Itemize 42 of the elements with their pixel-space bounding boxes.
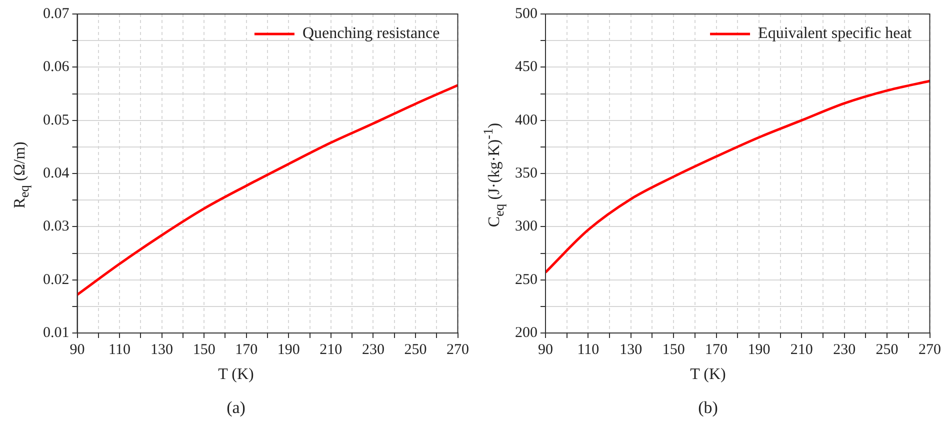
- text: (b): [697, 398, 719, 418]
- y-tick-label: 0.07: [43, 6, 70, 22]
- x-tick-label: 270: [446, 342, 469, 358]
- y-tick-label: 0.06: [43, 59, 70, 76]
- x-tick-label: 210: [790, 342, 813, 358]
- x-tick-label: 90: [538, 342, 553, 358]
- x-tick-label: 250: [404, 342, 427, 358]
- x-tick-label: 90: [70, 342, 85, 358]
- x-axis-title: T (K): [217, 366, 255, 384]
- legend-label: Equivalent specific heat: [758, 25, 912, 42]
- y-tick-label: 500: [515, 6, 538, 22]
- text: (a): [226, 398, 246, 418]
- legend-label: Quenching resistance: [302, 25, 440, 42]
- y-tick-label: 250: [515, 272, 538, 288]
- y-tick-label: 0.03: [43, 218, 70, 235]
- y-tick-label: 0.01: [43, 324, 70, 341]
- x-tick-label: 270: [918, 342, 941, 358]
- y-tick-label: 400: [515, 112, 538, 128]
- x-tick-label: 110: [108, 342, 131, 358]
- x-tick-label: 230: [833, 342, 856, 358]
- y-tick-label: 0.05: [43, 112, 70, 128]
- x-tick-label: 230: [362, 342, 384, 358]
- y-tick-label: 350: [515, 165, 538, 182]
- x-tick-label: 170: [235, 342, 258, 358]
- x-tick-label: 190: [748, 342, 770, 358]
- x-tick-label: 190: [277, 342, 300, 358]
- line-series: [546, 80, 930, 274]
- y-tick-label: 0.02: [43, 272, 70, 288]
- y-tick-label: 200: [515, 324, 538, 341]
- x-tick-label: 110: [577, 342, 600, 358]
- y-tick-label: 0.04: [43, 165, 70, 182]
- x-tick-label: 210: [320, 342, 342, 358]
- line-series: [77, 84, 458, 296]
- x-tick-label: 170: [705, 342, 728, 358]
- x-tick-label: 150: [662, 342, 685, 358]
- x-tick-label: 150: [192, 342, 216, 358]
- y-tick-label: 450: [515, 59, 538, 76]
- x-tick-label: 130: [150, 342, 174, 358]
- y-tick-label: 300: [515, 218, 538, 235]
- x-axis-title: T (K): [689, 366, 727, 384]
- x-tick-label: 250: [876, 342, 898, 358]
- x-tick-label: 130: [620, 342, 642, 358]
